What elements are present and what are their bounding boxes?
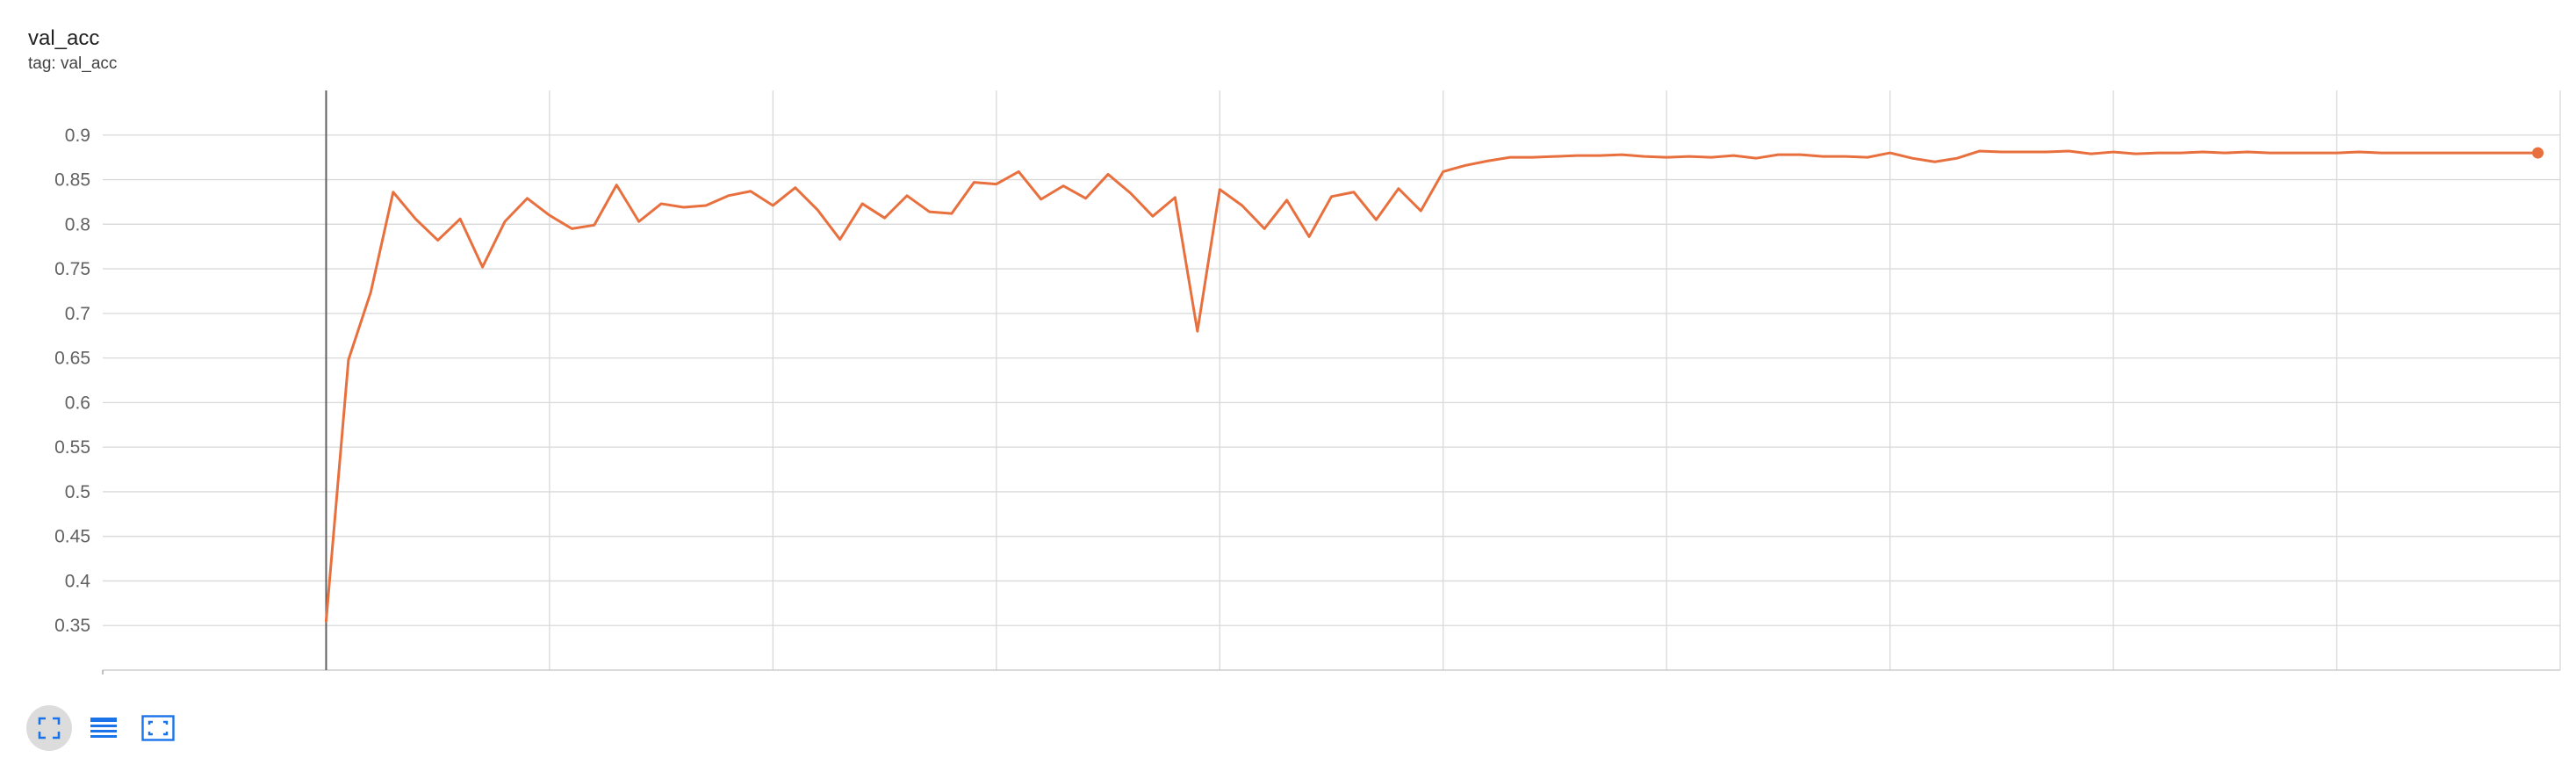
y-tick-label: 0.8: [65, 214, 90, 234]
chart-toolbar: [26, 705, 181, 751]
toggle-y-axis-button[interactable]: [135, 705, 181, 751]
x-tick-label: 70: [1880, 684, 1900, 685]
x-tick-label: 50: [1433, 684, 1453, 685]
x-tick-label: 0: [321, 684, 332, 685]
series-layer: [324, 147, 2544, 623]
x-tick-label: 100: [2544, 684, 2575, 685]
x-tick-label: 10: [539, 684, 559, 685]
fit-domain-icon: [38, 717, 61, 740]
y-tick-label: 0.5: [65, 482, 90, 502]
x-tick-label: 90: [2327, 684, 2347, 685]
x-tick-label: 80: [2103, 684, 2123, 685]
x-tick-label: 60: [1657, 684, 1677, 685]
line-chart[interactable]: 0.35 0.4 0.45 0.5 0.55 0.6 0.65 0.7 0.75 0.8 0.85 0…: [0, 0, 2576, 685]
data-table-button[interactable]: [81, 705, 126, 751]
series-line: [324, 149, 2540, 623]
x-tick-label: 40: [1210, 684, 1230, 685]
y-tick-label: 0.35: [54, 616, 90, 636]
grid-layer: [103, 90, 2561, 670]
y-tick-label: 0.45: [54, 527, 90, 547]
fit-domain-button[interactable]: [26, 705, 72, 751]
y-tick-label: 0.7: [65, 304, 90, 324]
y-tick-label: 0.65: [54, 349, 90, 369]
y-tick-label: 0.6: [65, 393, 90, 413]
chart-tag: tag: val_acc: [28, 54, 118, 73]
y-tick-label: 0.55: [54, 437, 90, 458]
last-point-marker: [2532, 147, 2544, 159]
x-tick-label: 30: [986, 684, 1006, 685]
data-table-icon: [90, 718, 117, 738]
chart-title: val_acc: [28, 26, 100, 50]
x-tick-label: 20: [763, 684, 783, 685]
toggle-y-axis-icon: [141, 715, 175, 741]
axis-layer: 0.35 0.4 0.45 0.5 0.55 0.6 0.65 0.7 0.75 0.8 0.85 0…: [54, 90, 2576, 685]
y-tick-label: 0.85: [54, 170, 90, 191]
y-tick-label: 0.9: [65, 126, 90, 146]
y-tick-label: 0.75: [54, 259, 90, 279]
y-tick-label: 0.4: [65, 571, 91, 591]
